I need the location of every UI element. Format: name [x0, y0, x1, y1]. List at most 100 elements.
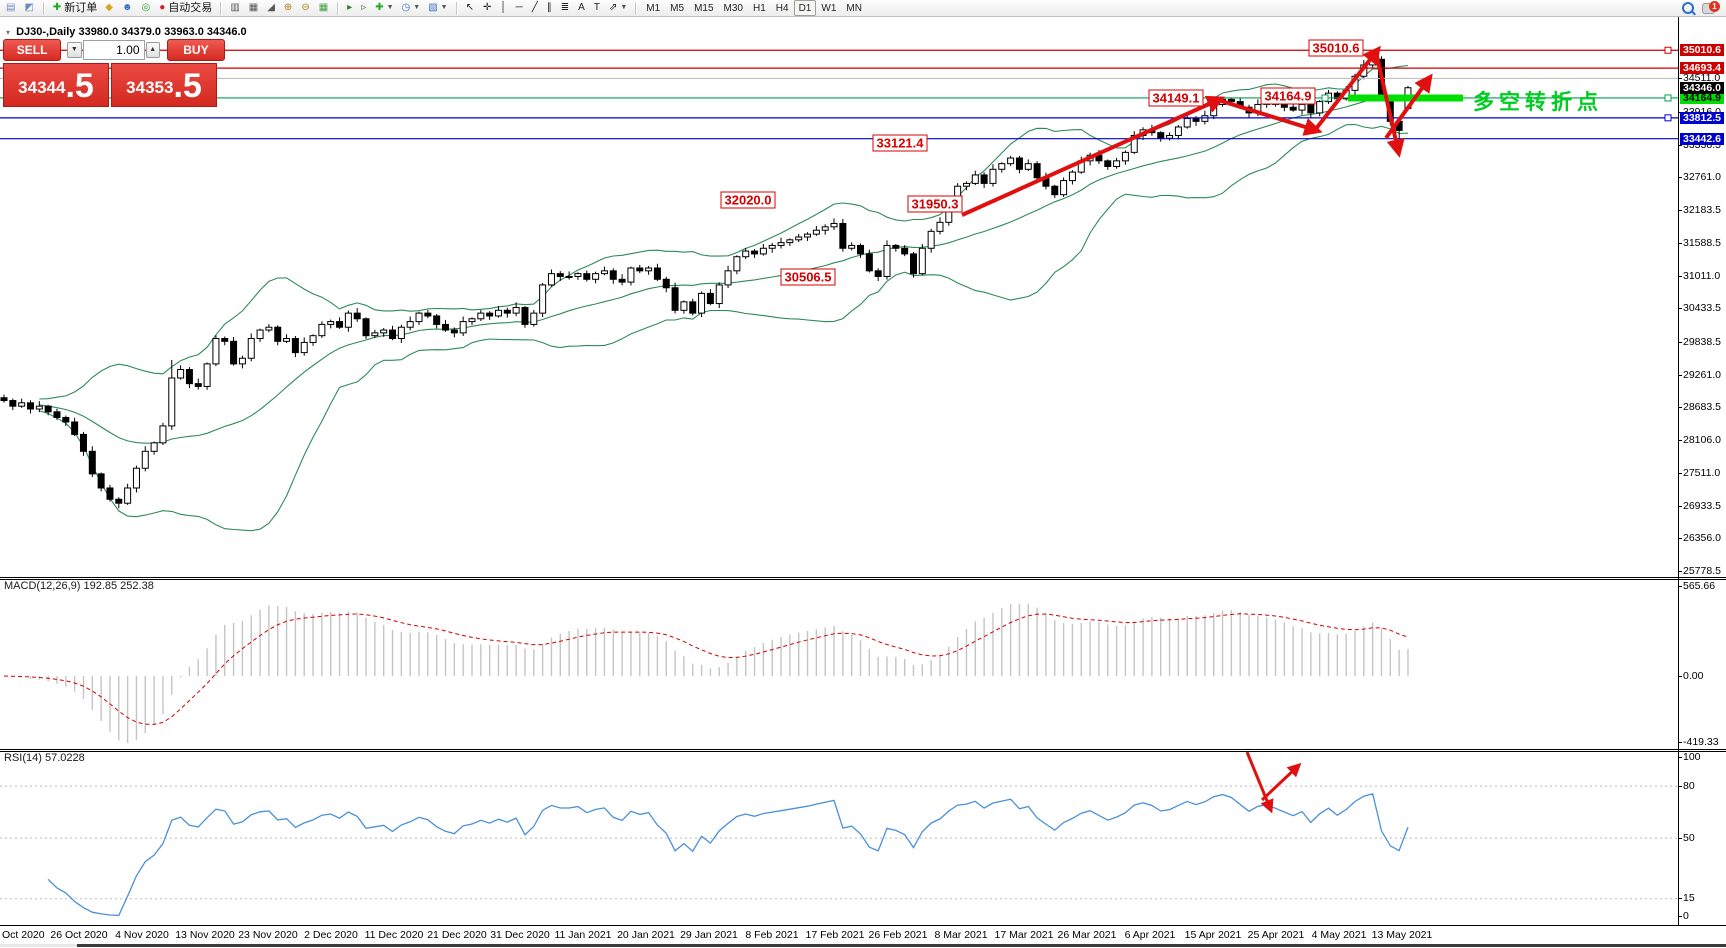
bar-chart-button[interactable]: ▥ — [226, 0, 244, 17]
candle — [874, 270, 882, 277]
arrows-button[interactable]: ⇗ ▼ — [605, 0, 631, 17]
candle — [892, 244, 900, 249]
price-annotation[interactable]: 34164.9 — [1260, 87, 1316, 105]
price-annotation[interactable]: 33121.4 — [872, 134, 928, 152]
candle — [1316, 101, 1324, 114]
rsi-down-arrow — [1245, 751, 1274, 814]
price-annotation[interactable]: 35010.6 — [1308, 39, 1364, 57]
zoom-out-button[interactable]: ⊖ — [297, 0, 314, 17]
price-axis-tick: 31011.0 — [1683, 269, 1721, 282]
axis-tick-dash — [1678, 78, 1682, 80]
new-order-button: ✚ — [52, 2, 62, 13]
market-watch-button[interactable]: ◩ — [20, 0, 38, 17]
candle — [88, 450, 96, 475]
collapse-arrow-icon[interactable]: ▾ — [6, 28, 11, 37]
tile-windows-button[interactable]: ▦ — [315, 0, 333, 17]
chart-shift-button[interactable]: ▹ — [357, 0, 371, 17]
price-annotation[interactable]: 30506.5 — [780, 268, 836, 286]
price-axis-tick: 34511.0 — [1683, 72, 1721, 85]
text-button[interactable]: A — [574, 0, 590, 17]
templates-button[interactable]: ▧ ▼ — [424, 0, 451, 17]
horizontal-line-button[interactable]: ─ — [512, 0, 528, 17]
candle — [247, 338, 255, 359]
candle — [1113, 160, 1121, 167]
price-annotation[interactable]: 34149.1 — [1148, 89, 1204, 107]
candle — [185, 369, 193, 385]
candlestick-chart-button[interactable]: ▦ — [245, 0, 263, 17]
candle — [865, 253, 873, 272]
sell-price-tile[interactable]: 34344 .5 — [3, 63, 109, 107]
autotrade-button: ● — [159, 2, 166, 13]
candle — [115, 498, 123, 504]
candle — [1307, 103, 1315, 114]
timeframe-w1[interactable]: W1 — [821, 2, 837, 14]
label-button[interactable]: T — [590, 0, 605, 17]
axis-tick-dash — [1678, 407, 1682, 409]
candle — [980, 174, 988, 184]
sell-button[interactable]: SELL — [3, 39, 62, 61]
timeframe-m1[interactable]: M1 — [646, 2, 661, 14]
tile-windows-icon: ▦ — [318, 2, 329, 13]
timeframe-m30[interactable]: M30 — [723, 2, 743, 14]
channel-icon: ∥ — [546, 2, 552, 13]
timeframe-h4[interactable]: H4 — [775, 2, 789, 14]
channel-button[interactable]: ∥ — [543, 0, 557, 17]
toolbar-separator — [635, 1, 638, 15]
auto-scroll-button[interactable]: ▸ — [343, 0, 357, 17]
axis-tick-dash — [1678, 676, 1682, 677]
timeframe-m15[interactable]: M15 — [694, 2, 714, 14]
axis-tick-dash — [1678, 898, 1682, 899]
macd-indicator-label: MACD(12,26,9) 192.85 252.38 — [4, 580, 154, 592]
price-axis-tick: 30433.5 — [1683, 302, 1721, 315]
fibonacci-button[interactable]: ≣ — [557, 0, 574, 17]
trendline-button[interactable]: ╱ — [528, 0, 543, 17]
timeframe-mn[interactable]: MN — [846, 2, 862, 14]
autotrade-button[interactable]: ● 自动交易 — [155, 0, 216, 17]
indicators-button[interactable]: ✚ ▼ — [371, 0, 397, 17]
cursor-button[interactable]: ↖ — [462, 0, 479, 17]
scrollbar-thumb[interactable] — [77, 944, 1726, 947]
buy-price-tile[interactable]: 34353 .5 — [111, 63, 217, 107]
chart-window-button[interactable]: ▤ — [2, 0, 20, 17]
volume-increase-button[interactable]: ▲ — [145, 42, 160, 58]
price-axis-tick: 27511.0 — [1683, 467, 1721, 480]
date-axis-label: 13 May 2021 — [1371, 929, 1433, 941]
horizontal-scrollbar[interactable] — [0, 944, 1726, 947]
candle — [909, 253, 917, 275]
macd-signal-line — [3, 613, 1409, 725]
alerts-button[interactable]: ◎ — [138, 0, 156, 17]
volume-input[interactable] — [82, 40, 145, 60]
crosshair-button[interactable]: ✛ — [479, 0, 496, 17]
chevron-down-icon: ▼ — [413, 4, 421, 11]
date-axis-label: 2 Dec 2020 — [304, 929, 358, 941]
new-order-button[interactable]: ✚ 新订单 — [49, 0, 101, 17]
turning-point-note[interactable]: 多空转折点 — [1473, 91, 1603, 114]
search-icon[interactable] — [1682, 2, 1694, 14]
candle — [97, 473, 105, 489]
candle — [927, 230, 935, 249]
bollinger-lower — [39, 123, 1409, 532]
price-annotation[interactable]: 31950.3 — [907, 195, 963, 213]
candle — [962, 182, 970, 187]
timeframe-m5[interactable]: M5 — [670, 2, 685, 14]
line-chart-button[interactable]: ◢ — [263, 0, 280, 17]
candle — [609, 270, 617, 280]
profile-button[interactable]: ☻ — [118, 0, 138, 17]
zoom-in-button[interactable]: ⊕ — [280, 0, 297, 17]
candle — [168, 377, 176, 427]
timeframe-d1[interactable]: D1 — [793, 0, 817, 16]
buy-button[interactable]: BUY — [166, 39, 225, 61]
history-center-button[interactable]: ◆ — [101, 0, 118, 17]
notifications-icon[interactable]: 1 — [1702, 1, 1720, 15]
candle — [132, 467, 140, 489]
toolbar-separator — [455, 1, 458, 15]
candle — [662, 278, 670, 289]
volume-decrease-button[interactable]: ▼ — [67, 42, 82, 58]
axis-tick-dash — [1678, 538, 1682, 540]
price-annotation[interactable]: 32020.0 — [720, 191, 776, 209]
timeframe-h1[interactable]: H1 — [752, 2, 766, 14]
vertical-line-button[interactable]: │ — [496, 0, 511, 17]
periods-button[interactable]: ◷ ▼ — [398, 0, 425, 17]
price-axis-tick: 29261.0 — [1683, 368, 1721, 381]
